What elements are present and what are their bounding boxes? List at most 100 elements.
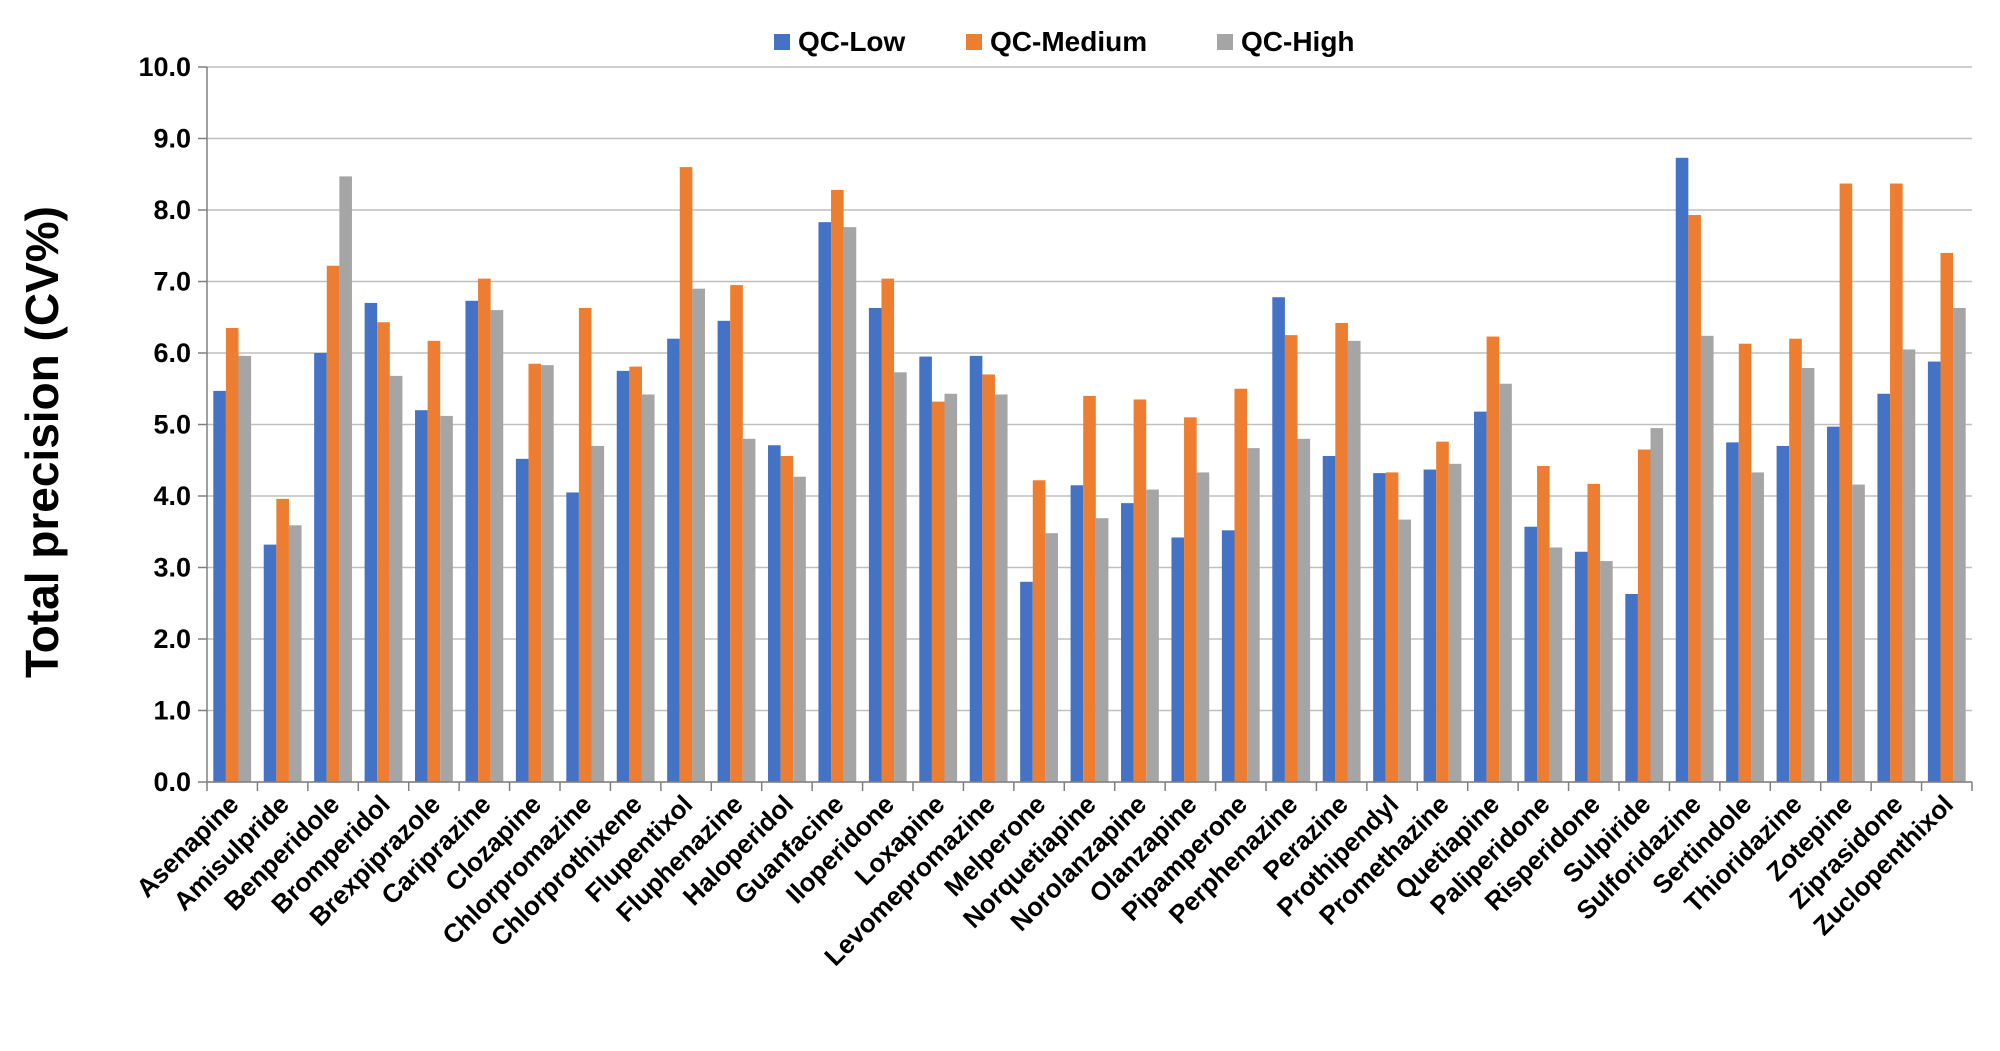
bar-qc-low-bromperidol: [364, 302, 378, 782]
y-axis-label: Total precision (CV%): [16, 206, 68, 678]
bar-qc-medium-guanfacine: [831, 189, 844, 783]
bar-qc-high-iloperidone: [894, 372, 907, 782]
bar-qc-low-zuclopenthixol: [1927, 361, 1941, 782]
legend-label-qc-high: QC-High: [1241, 26, 1355, 57]
bar-qc-high-asenapine: [238, 355, 252, 782]
bar-qc-low-loxapine: [919, 356, 932, 782]
y-tick-label: 0.0: [153, 767, 191, 797]
bar-qc-low-thioridazine: [1776, 445, 1790, 782]
legend-swatch-qc-medium: [966, 34, 982, 50]
bar-qc-low-sulforidazine: [1675, 157, 1689, 782]
bar-qc-high-bromperidol: [389, 375, 403, 782]
bar-qc-medium-iloperidone: [881, 278, 895, 782]
bar-qc-high-norolanzapine: [1146, 489, 1159, 782]
bar-qc-medium-bromperidol: [377, 322, 390, 782]
bar-qc-high-perazine: [1347, 340, 1361, 782]
bar-qc-medium-norquetiapine: [1083, 395, 1096, 782]
y-tick-label: 3.0: [153, 553, 191, 583]
bar-qc-high-levomepromazine: [994, 394, 1008, 782]
bar-qc-low-cariprazine: [465, 300, 479, 782]
bar-qc-low-ziprasidone: [1877, 393, 1891, 782]
bar-qc-high-zotepine: [1852, 484, 1865, 782]
bar-qc-medium-norolanzapine: [1133, 399, 1147, 782]
bar-qc-low-paliperidone: [1524, 526, 1538, 782]
bar-qc-low-fluphenazine: [717, 320, 731, 782]
legend-swatch-qc-high: [1217, 34, 1233, 50]
bar-qc-high-quetiapine: [1499, 383, 1512, 782]
bar-qc-medium-melperone: [1032, 480, 1046, 782]
bar-qc-low-haloperidol: [768, 445, 781, 782]
bar-qc-medium-promethazine: [1436, 441, 1449, 782]
legend: QC-Low QC-Medium QC-High: [774, 26, 1355, 57]
y-tick-label: 9.0: [153, 124, 191, 154]
bar-qc-low-chlorprothixene: [616, 370, 630, 782]
bar-qc-low-norolanzapine: [1121, 503, 1134, 782]
bar-qc-low-benperidole: [314, 353, 327, 782]
bar-qc-medium-fluphenazine: [730, 285, 743, 782]
bar-qc-medium-quetiapine: [1486, 336, 1500, 782]
y-tick-label: 2.0: [153, 624, 191, 654]
bar-qc-medium-ziprasidone: [1890, 183, 1903, 783]
bar-qc-low-chlorpromazine: [566, 492, 579, 782]
y-tick-label: 6.0: [153, 338, 191, 368]
bar-qc-medium-sulpiride: [1637, 449, 1651, 782]
bar-qc-high-chlorprothixene: [641, 394, 655, 782]
bar-qc-low-levomepromazine: [969, 355, 983, 782]
bar-qc-medium-cariprazine: [478, 278, 491, 782]
bar-qc-medium-flupentixol: [679, 167, 693, 783]
bar-qc-high-fluphenazine: [742, 438, 756, 782]
bar-qc-low-sertindole: [1726, 442, 1739, 782]
bar-qc-low-pipamperone: [1221, 530, 1235, 782]
bar-qc-medium-benperidole: [326, 265, 340, 782]
bar-qc-medium-sertindole: [1738, 343, 1752, 782]
bar-qc-low-norquetiapine: [1070, 485, 1084, 782]
y-tick-label: 1.0: [153, 696, 191, 726]
bar-qc-medium-olanzapine: [1184, 417, 1197, 782]
bar-qc-medium-levomepromazine: [982, 374, 995, 782]
bar-qc-medium-sulforidazine: [1688, 215, 1701, 782]
bar-qc-high-promethazine: [1448, 463, 1462, 782]
bar-qc-low-prothipendyl: [1373, 473, 1386, 782]
bar-qc-high-cariprazine: [490, 310, 504, 782]
bar-qc-high-olanzapine: [1196, 472, 1210, 782]
bar-qc-high-brexpiprazole: [440, 415, 453, 782]
bar-qc-low-zotepine: [1827, 426, 1840, 782]
bar-qc-high-norquetiapine: [1095, 518, 1109, 782]
bar-qc-medium-amisulpride: [276, 498, 289, 782]
bar-qc-medium-chlorprothixene: [629, 366, 642, 782]
bar-qc-low-perazine: [1322, 455, 1336, 782]
bar-qc-medium-brexpiprazole: [427, 340, 441, 782]
bar-qc-low-melperone: [1020, 581, 1033, 782]
bar-qc-medium-clozapine: [528, 363, 542, 782]
legend-label-qc-low: QC-Low: [798, 26, 906, 57]
bar-qc-low-sulpiride: [1625, 593, 1638, 782]
bar-qc-low-clozapine: [515, 458, 529, 782]
bar-qc-high-thioridazine: [1801, 368, 1815, 782]
bar-qc-medium-risperidone: [1587, 483, 1601, 782]
bar-qc-low-asenapine: [213, 390, 226, 782]
bar-qc-high-flupentixol: [692, 288, 705, 782]
legend-label-qc-medium: QC-Medium: [990, 26, 1147, 57]
bar-qc-high-sertindole: [1751, 472, 1764, 782]
bar-qc-high-sulpiride: [1650, 428, 1664, 782]
bar-qc-medium-loxapine: [931, 401, 945, 782]
bars: [213, 157, 1966, 783]
bar-qc-medium-paliperidone: [1537, 465, 1550, 782]
bar-qc-low-guanfacine: [818, 222, 832, 782]
bar-qc-high-melperone: [1045, 533, 1058, 782]
bar-qc-low-olanzapine: [1171, 537, 1185, 782]
bar-qc-low-flupentixol: [667, 338, 680, 782]
bar-qc-high-chlorpromazine: [591, 445, 605, 782]
bar-qc-medium-asenapine: [225, 327, 239, 782]
bar-qc-high-guanfacine: [843, 227, 857, 782]
bar-qc-low-promethazine: [1423, 469, 1437, 782]
legend-swatch-qc-low: [774, 34, 790, 50]
bar-qc-medium-chlorpromazine: [578, 307, 592, 782]
y-tick-label: 8.0: [153, 195, 191, 225]
bar-qc-low-amisulpride: [263, 544, 277, 782]
bar-qc-high-loxapine: [944, 393, 958, 782]
bar-qc-low-perphenazine: [1272, 297, 1285, 782]
bar-qc-high-perphenazine: [1297, 438, 1311, 782]
